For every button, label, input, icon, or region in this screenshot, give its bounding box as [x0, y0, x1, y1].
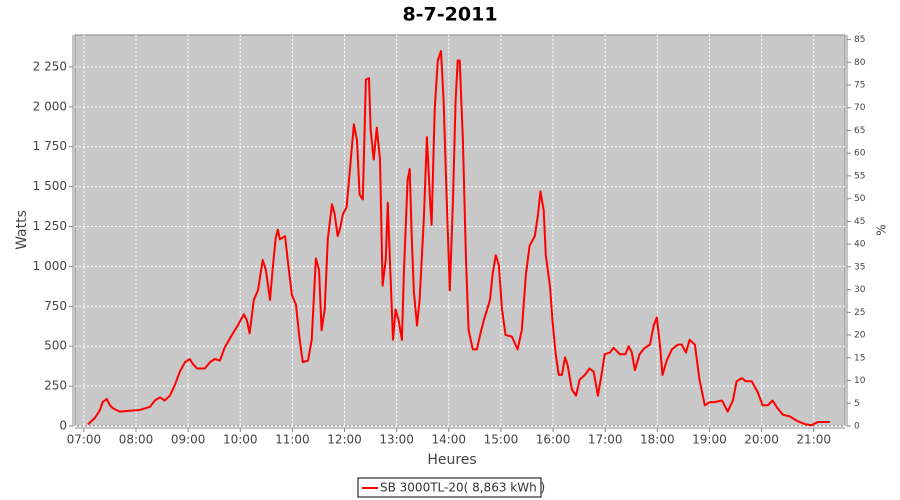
y-tick-label: 0 — [59, 419, 67, 433]
x-tick-label: 18:00 — [640, 433, 675, 447]
x-tick-label: 13:00 — [379, 433, 414, 447]
plot-area — [74, 34, 846, 427]
y2-tick-label: 25 — [854, 308, 865, 318]
x-tick-label: 14:00 — [431, 433, 466, 447]
y2-tick-label: 75 — [854, 81, 865, 91]
x-tick-label: 17:00 — [588, 433, 623, 447]
y2-tick-label: 45 — [854, 217, 865, 227]
y2-tick-label: 55 — [854, 171, 865, 181]
x-tick-label: 15:00 — [484, 433, 519, 447]
x-axis-label: Heures — [427, 452, 476, 468]
y-tick-label: 750 — [44, 299, 67, 313]
y2-tick-label: 30 — [854, 285, 866, 295]
y-tick-label: 2 250 — [33, 59, 67, 73]
y-tick-label: 250 — [44, 379, 67, 393]
y2-tick-label: 15 — [854, 353, 865, 363]
y-axis-label: Watts — [14, 210, 30, 250]
legend-label: SB 3000TL-20( 8,863 kWh ) — [380, 481, 545, 495]
y-tick-label: 500 — [44, 339, 67, 353]
legend-box — [357, 477, 542, 498]
x-tick-label: 19:00 — [692, 433, 727, 447]
y2-tick-label: 60 — [854, 149, 866, 159]
y2-tick-label: 20 — [854, 331, 866, 341]
y-tick-label: 1 500 — [33, 179, 67, 193]
x-tick-label: 16:00 — [536, 433, 571, 447]
x-tick-label: 09:00 — [171, 433, 206, 447]
x-tick-label: 08:00 — [119, 433, 154, 447]
x-tick-label: 12:00 — [327, 433, 362, 447]
y2-axis-label: % — [875, 224, 889, 235]
series-line — [87, 50, 830, 427]
y2-tick-label: 40 — [854, 240, 866, 250]
y2-tick-label: 50 — [854, 194, 866, 204]
x-tick-label: 11:00 — [275, 433, 310, 447]
chart-title: 8-7-2011 — [402, 4, 497, 26]
x-tick-label: 10:00 — [223, 433, 258, 447]
y-tick-label: 1 750 — [33, 139, 67, 153]
y2-tick-label: 85 — [854, 35, 865, 45]
y2-tick-label: 5 — [854, 399, 860, 409]
x-tick-label: 21:00 — [796, 433, 831, 447]
y2-tick-label: 0 — [854, 422, 860, 432]
x-tick-label: 20:00 — [744, 433, 779, 447]
y2-tick-label: 35 — [854, 262, 865, 272]
x-tick-label: 07:00 — [67, 433, 102, 447]
y-tick-label: 1 000 — [33, 259, 67, 273]
y-tick-label: 1 250 — [33, 219, 67, 233]
y-tick-label: 2 000 — [33, 99, 67, 113]
y2-tick-label: 10 — [854, 376, 866, 386]
y2-tick-label: 70 — [854, 103, 866, 113]
y2-tick-label: 80 — [854, 58, 866, 68]
y2-tick-label: 65 — [854, 126, 865, 136]
